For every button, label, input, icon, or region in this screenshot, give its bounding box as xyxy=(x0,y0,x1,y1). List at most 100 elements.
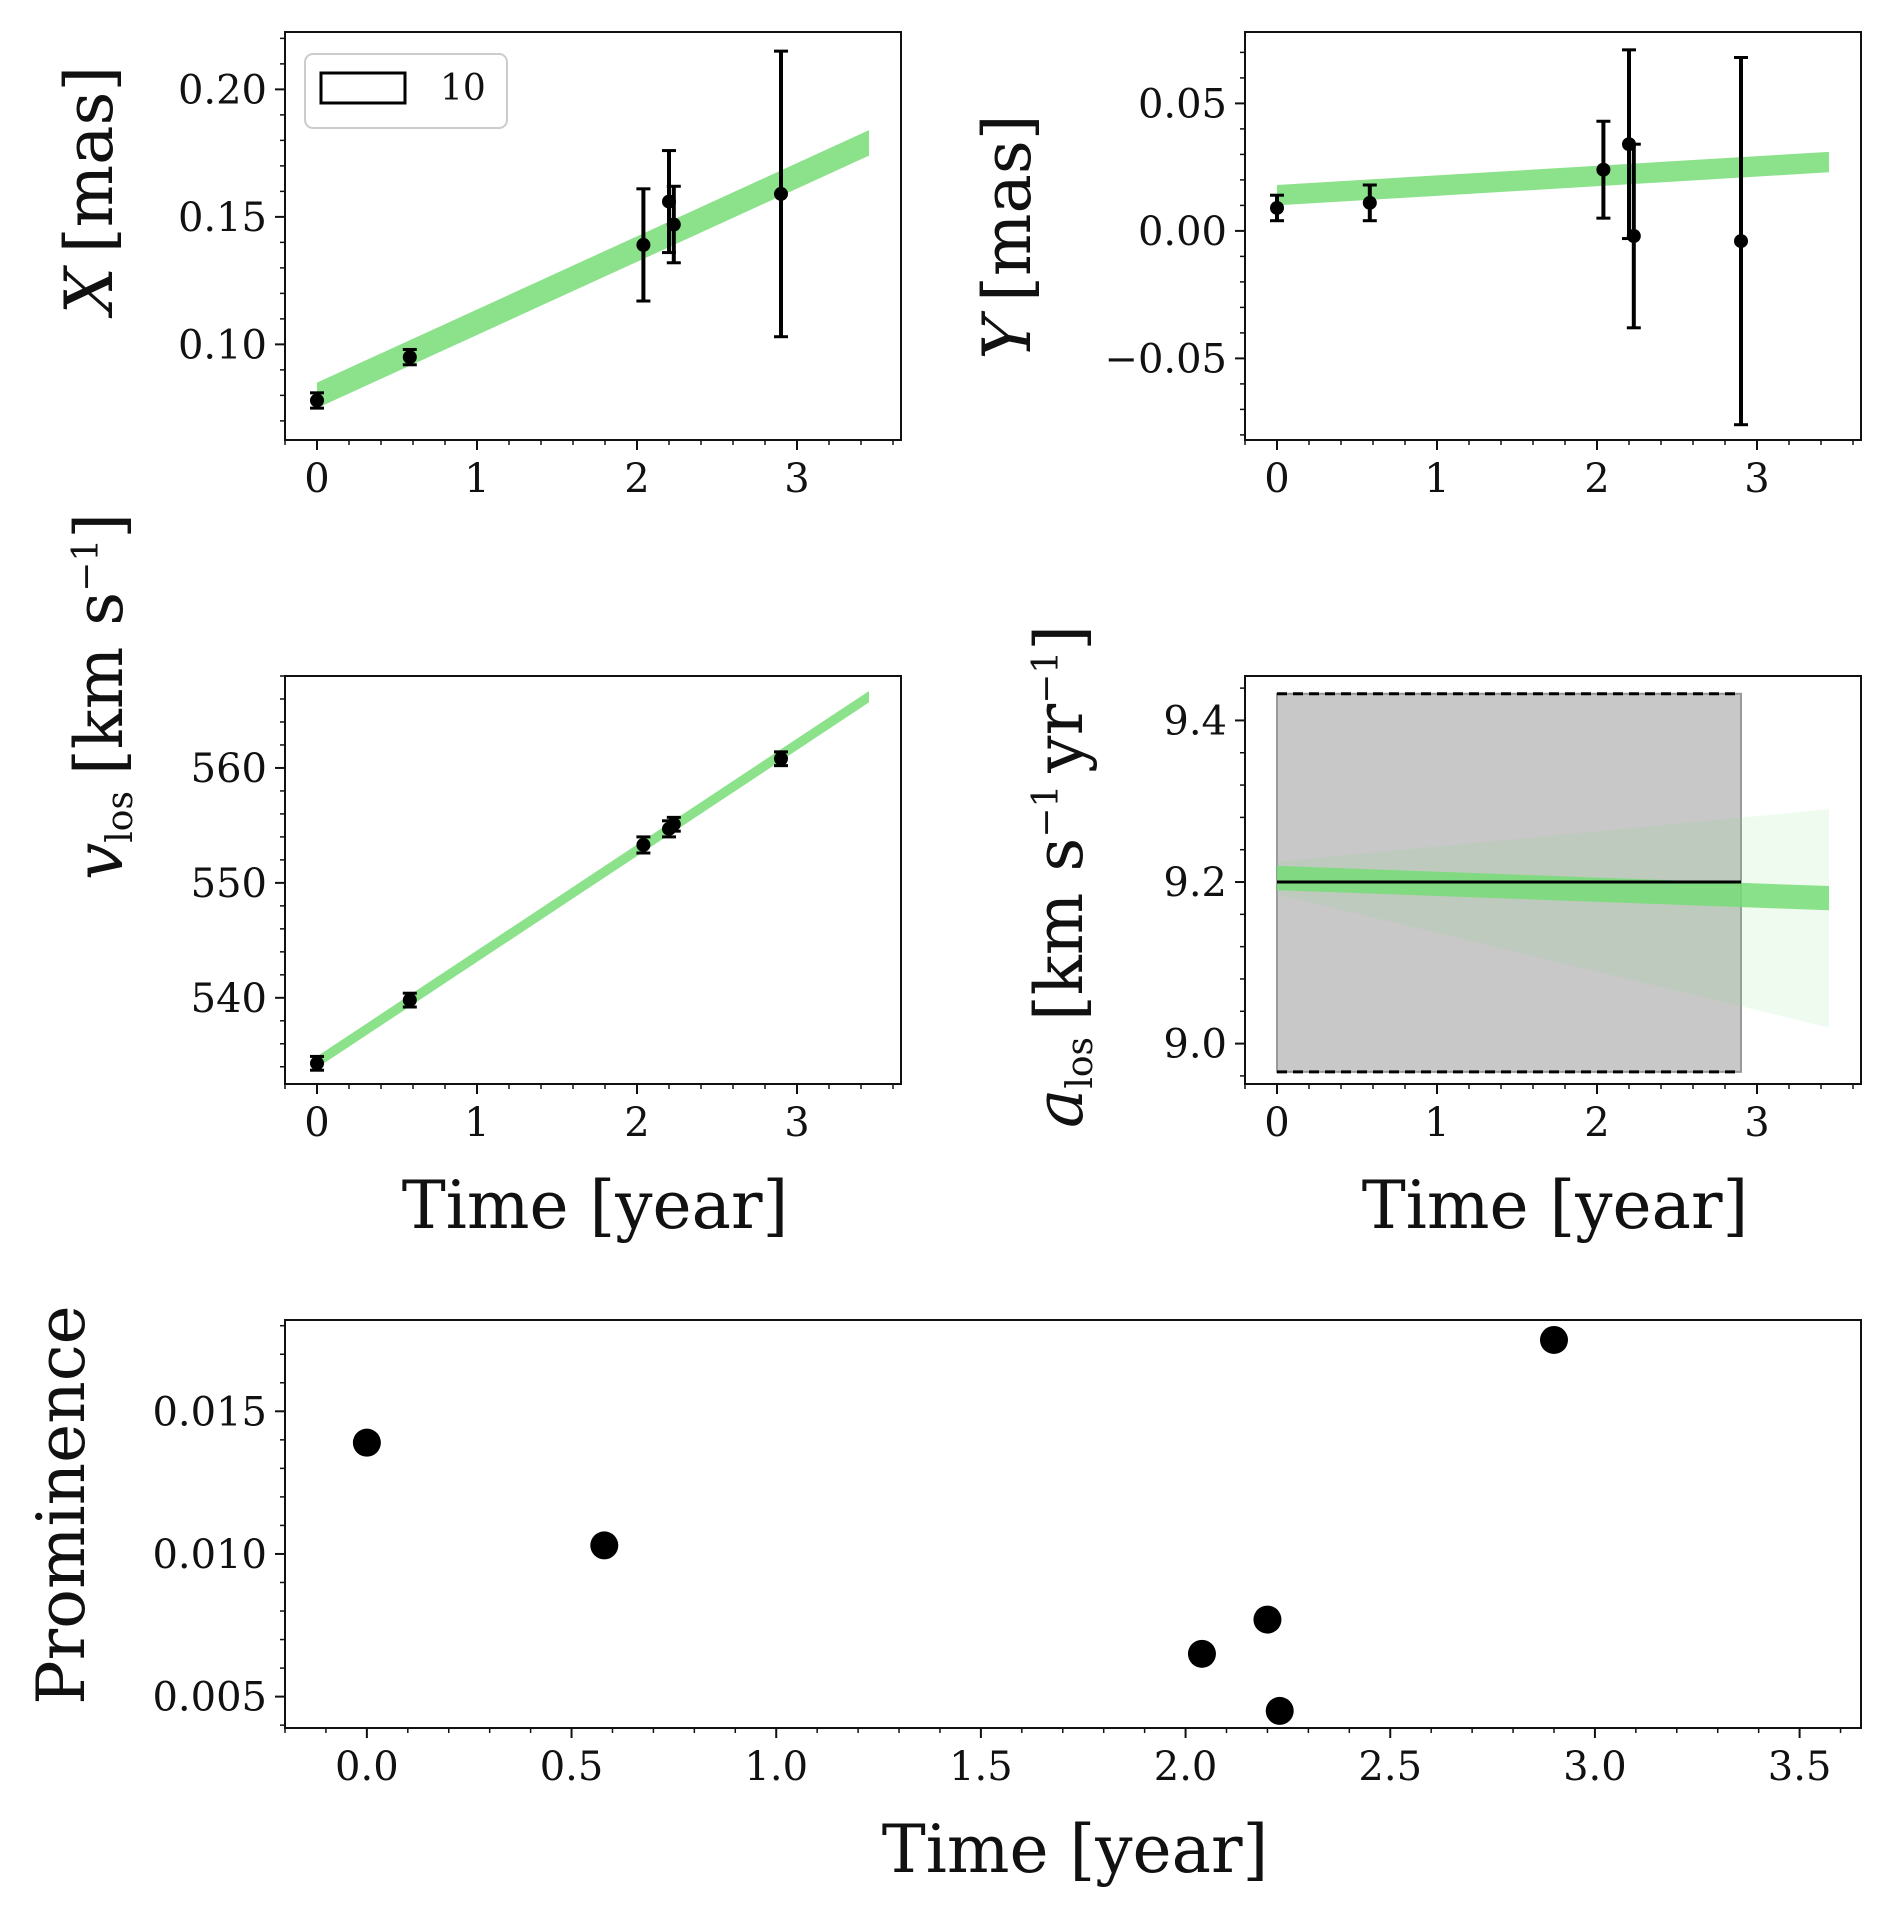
y-tick-label: 0.10 xyxy=(178,322,267,368)
panel-alos-plot: 0 1 2 3 9.0 9.2 9.4 xyxy=(1163,675,1862,1146)
plot-frame xyxy=(1244,31,1862,441)
y-axis-label-unit: [mas] xyxy=(51,66,128,253)
marker xyxy=(1253,1605,1282,1634)
data-point xyxy=(310,391,324,410)
panel-prominence-plot: 0.0 0.5 1.0 1.5 2.0 2.5 3.0 3.5 0.005 0.010 0.015 xyxy=(152,1319,1862,1790)
x-tick-label: 1 xyxy=(1424,456,1449,502)
x-tick-label: 3 xyxy=(1744,1100,1769,1146)
x-axis-label: Time [year] xyxy=(402,1167,789,1244)
data-point xyxy=(666,815,681,833)
data-point xyxy=(1187,1639,1216,1668)
y-axis-label: X [mas] xyxy=(51,66,128,319)
x-tick-label: 2 xyxy=(624,1100,649,1146)
marker xyxy=(666,817,681,832)
x-axis-label: Time [year] xyxy=(882,1811,1269,1888)
data-point xyxy=(636,187,651,303)
y-axis-label-symbol: a xyxy=(1021,1089,1098,1128)
marker xyxy=(310,1056,324,1071)
x-tick-label: 3 xyxy=(1744,456,1769,502)
y-axis-label-unit: [mas] xyxy=(969,115,1046,302)
y-tick-label: 9.0 xyxy=(1163,1022,1227,1068)
data-point xyxy=(1270,193,1284,223)
y-axis-label: Y [mas] xyxy=(969,115,1046,360)
marker xyxy=(590,1531,619,1560)
plot-frame xyxy=(284,31,902,441)
data-point xyxy=(1539,1325,1568,1354)
marker xyxy=(402,350,417,365)
y-axis-label: vlos [km s−1] xyxy=(61,513,141,880)
model-band xyxy=(1277,865,1829,911)
data-point xyxy=(636,835,651,855)
posterior-draws-faint xyxy=(1277,809,1829,1028)
panel-y-plot: 0 1 2 3 −0.05 0.00 0.05 xyxy=(1104,31,1862,502)
data-point xyxy=(590,1531,619,1560)
y-tick-label: 0.005 xyxy=(152,1675,267,1721)
y-tick-label: 550 xyxy=(191,861,267,907)
y-axis-label-close: ] xyxy=(61,513,138,539)
y-axis-label-symbol: v xyxy=(61,843,138,880)
marker xyxy=(1539,1325,1568,1354)
x-tick-label: 1 xyxy=(464,1100,489,1146)
plot-frame xyxy=(284,675,902,1085)
data-point xyxy=(1253,1605,1282,1634)
model-band xyxy=(317,130,869,409)
x-tick-label: 3.0 xyxy=(1563,1744,1627,1790)
data-point xyxy=(402,347,417,367)
data-point xyxy=(774,750,788,768)
x-tick-label: 3 xyxy=(784,1100,809,1146)
x-axis-label: Time [year] xyxy=(1362,1167,1749,1244)
y-tick-label: 540 xyxy=(191,976,267,1022)
panel-x-legend: 10 xyxy=(304,53,508,129)
x-tick-label: 0.5 xyxy=(540,1744,604,1790)
y-axis-label-symbol: X xyxy=(51,264,128,319)
y-axis-label-subscript: los xyxy=(100,791,141,843)
y-tick-label: 560 xyxy=(191,746,267,792)
x-tick-label: 1 xyxy=(1424,1100,1449,1146)
y-axis-label-close: ] xyxy=(1021,625,1098,651)
marker xyxy=(402,993,417,1008)
x-tick-label: 2 xyxy=(624,456,649,502)
y-tick-label: 0.00 xyxy=(1138,209,1227,255)
y-axis-label-symbol: Y xyxy=(969,310,1046,359)
x-tick-label: 3 xyxy=(784,456,809,502)
y-tick-label: 9.4 xyxy=(1163,698,1227,744)
marker xyxy=(1626,229,1641,243)
panel-x: 0 1 2 3 0.10 0.15 0.20 10 X [mas] xyxy=(51,31,902,502)
y-axis-label: Prominence xyxy=(23,1305,100,1704)
x-tick-label: 1 xyxy=(464,456,489,502)
x-tick-label: 0 xyxy=(1264,1100,1289,1146)
model-band xyxy=(317,690,869,1068)
y-axis-label-exponent: −1 xyxy=(1026,785,1067,838)
y-tick-label: 0.015 xyxy=(152,1389,267,1435)
panel-x-plot: 0 1 2 3 0.10 0.15 0.20 xyxy=(178,31,902,502)
data-point xyxy=(1362,183,1377,223)
model-band xyxy=(1277,151,1829,206)
y-tick-label: 0.05 xyxy=(1138,81,1227,127)
y-axis-label-subscript: los xyxy=(1060,1037,1101,1089)
y-axis-label-exponent: −1 xyxy=(66,539,107,592)
y-axis-label-unit-2: yr xyxy=(1021,703,1098,773)
x-tick-label: 0.0 xyxy=(335,1744,399,1790)
legend-label: 10 xyxy=(440,68,486,109)
marker xyxy=(636,837,651,852)
x-tick-label: 1.0 xyxy=(744,1744,808,1790)
marker xyxy=(666,217,681,232)
x-tick-label: 2 xyxy=(1584,1100,1609,1146)
y-tick-label: 0.20 xyxy=(178,67,267,113)
x-tick-label: 0 xyxy=(304,456,329,502)
legend-swatch xyxy=(319,71,407,105)
data-point xyxy=(774,49,788,339)
y-tick-label: 9.2 xyxy=(1163,860,1227,906)
panel-prominence: 0.0 0.5 1.0 1.5 2.0 2.5 3.0 3.50.0050.0100.015 … xyxy=(23,1305,1862,1888)
y-tick-label: 0.010 xyxy=(152,1532,267,1578)
x-tick-label: 0 xyxy=(304,1100,329,1146)
marker xyxy=(774,186,788,201)
y-tick-label: 0.15 xyxy=(178,195,267,241)
y-axis-label-unit: [km s xyxy=(1021,838,1098,1021)
panel-vlos-plot: 0 1 2 3 540 550 560 xyxy=(191,675,902,1146)
x-tick-label: 2.0 xyxy=(1154,1744,1218,1790)
plot-frame xyxy=(1244,675,1862,1085)
x-tick-label: 3.5 xyxy=(1768,1744,1832,1790)
marker xyxy=(1362,195,1377,210)
